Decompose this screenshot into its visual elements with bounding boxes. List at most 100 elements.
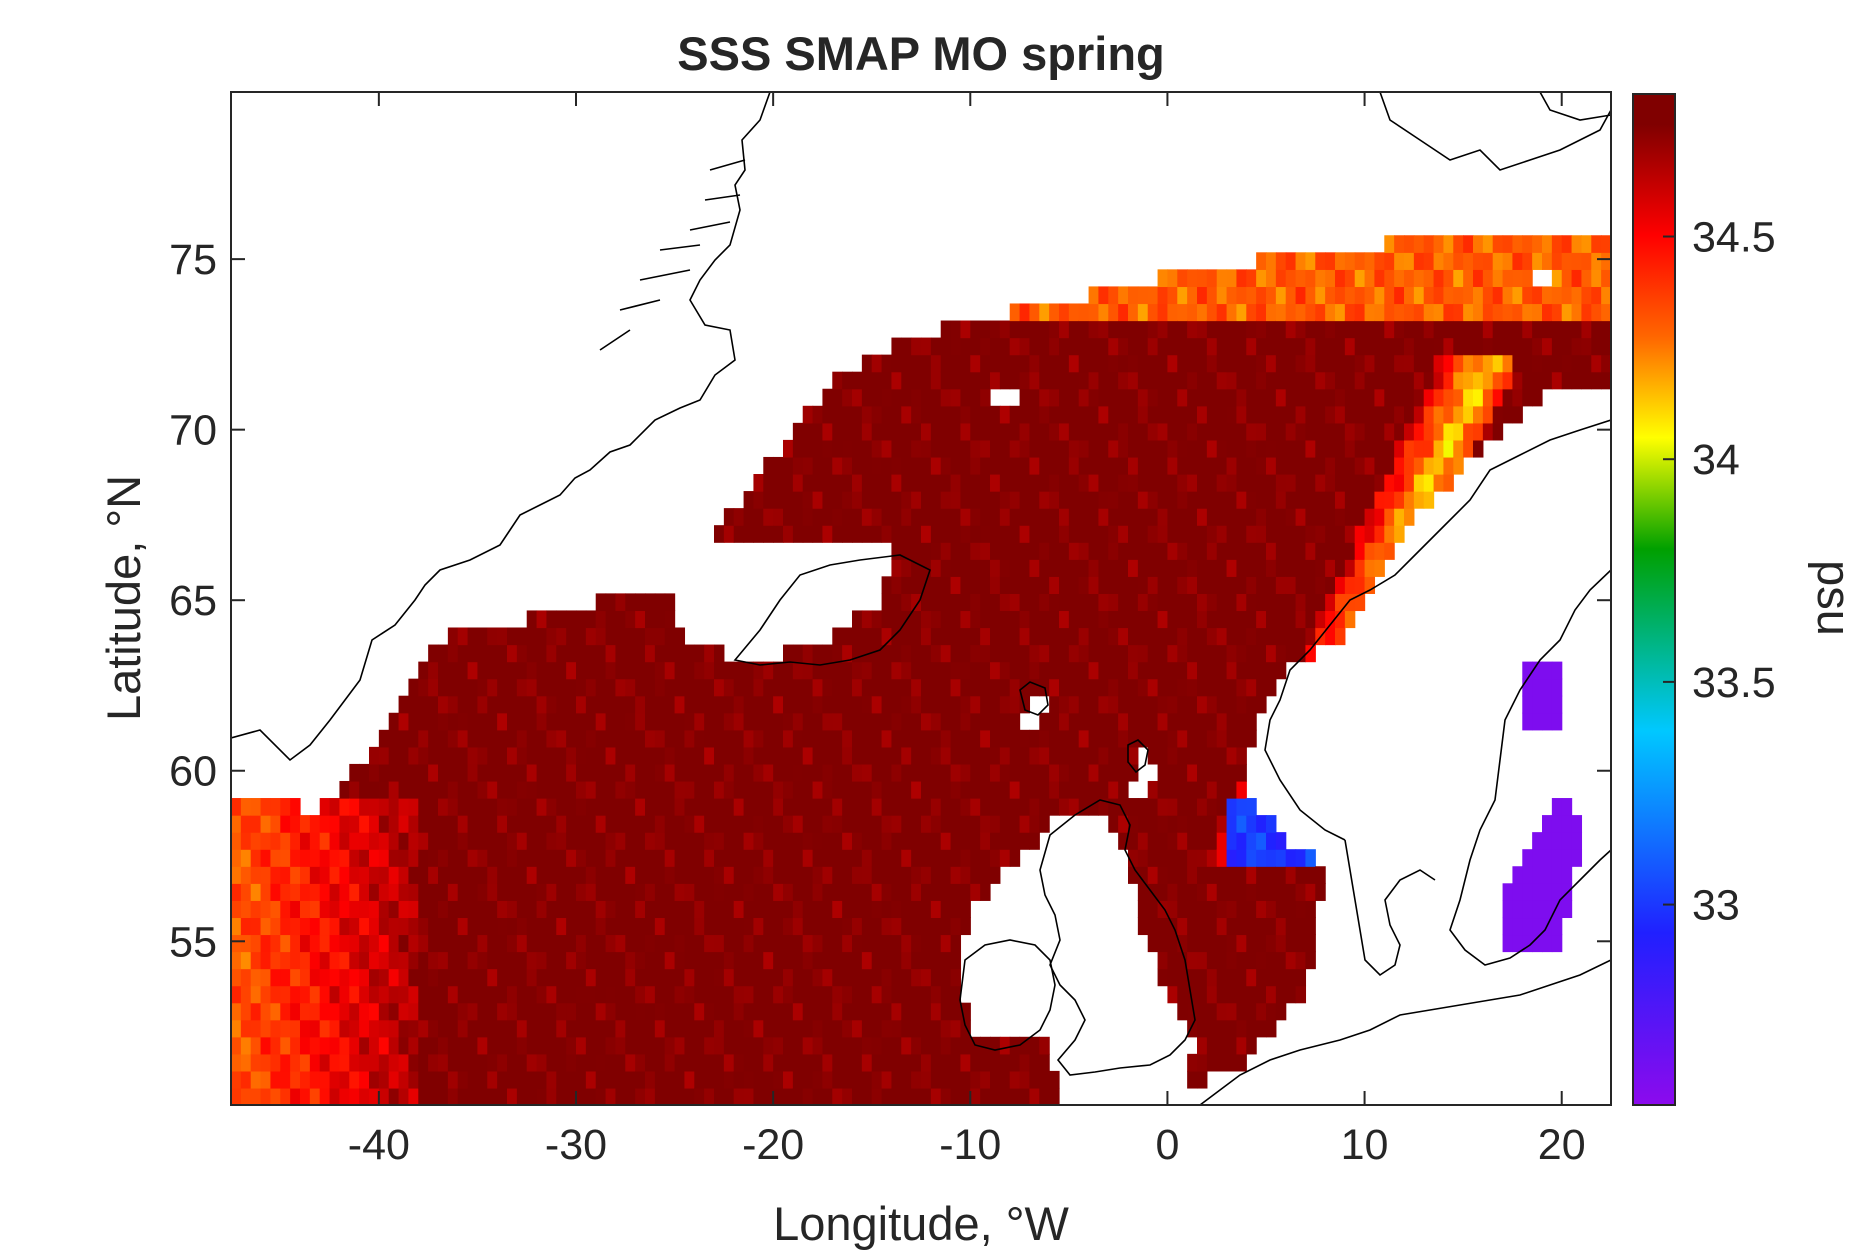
heatmap-cell (447, 883, 459, 901)
heatmap-cell (812, 439, 824, 458)
heatmap-cell (654, 832, 666, 850)
heatmap-cell (497, 900, 508, 919)
heatmap-cell (1068, 712, 1080, 731)
heatmap-cell (783, 729, 794, 748)
heatmap-cell (1167, 985, 1178, 1004)
heatmap-cell (398, 729, 410, 748)
heatmap-cell (861, 644, 873, 663)
heatmap-cell (1137, 559, 1149, 577)
heatmap-cell (1039, 456, 1050, 475)
heatmap-cell (940, 866, 952, 884)
heatmap-cell (1098, 798, 1109, 816)
heatmap-cell (940, 320, 952, 339)
heatmap-cell (1246, 456, 1257, 475)
heatmap-cell (1137, 661, 1149, 680)
heatmap-cell (1246, 388, 1257, 407)
heatmap-cell (536, 661, 548, 680)
heatmap-cell (1059, 678, 1070, 697)
heatmap-cell (1433, 456, 1445, 475)
heatmap-cell (457, 780, 469, 799)
heatmap-cell (1335, 252, 1346, 270)
heatmap-cell (1246, 525, 1257, 543)
heatmap-cell (1157, 388, 1169, 407)
heatmap-cell (428, 746, 439, 765)
heatmap-cell (842, 712, 853, 731)
heatmap-cell (871, 508, 883, 526)
heatmap-cell (1098, 678, 1109, 697)
heatmap-cell (369, 1053, 380, 1072)
heatmap-cell (585, 712, 597, 731)
heatmap-cell (1305, 951, 1316, 970)
heatmap-cell (388, 746, 400, 765)
heatmap-cell (408, 985, 419, 1004)
heatmap-cell (1216, 491, 1228, 509)
heatmap-cell (1197, 525, 1208, 543)
heatmap-cell (1098, 388, 1109, 407)
heatmap-cell (595, 1087, 607, 1105)
heatmap-cell (921, 405, 932, 424)
heatmap-cell (881, 1036, 893, 1055)
heatmap-cell (812, 780, 824, 799)
heatmap-cell (1394, 439, 1405, 458)
heatmap-cell (378, 917, 390, 936)
heatmap-cell (1581, 286, 1592, 305)
heatmap-cell (1266, 337, 1277, 356)
heatmap-cell (664, 746, 676, 765)
heatmap-cell (763, 934, 774, 953)
heatmap-cell (516, 746, 528, 765)
heatmap-cell (1433, 235, 1445, 253)
heatmap-cell (921, 576, 932, 594)
heatmap-cell (447, 917, 459, 936)
heatmap-cell (1147, 661, 1159, 680)
heatmap-cell (1098, 729, 1109, 748)
heatmap-cell (300, 1019, 311, 1038)
heatmap-cell (369, 951, 380, 970)
heatmap-cell (595, 815, 607, 833)
heatmap-cell (507, 934, 518, 953)
heatmap-cell (526, 1002, 538, 1021)
heatmap-cell (1118, 712, 1129, 731)
heatmap-cell (1236, 269, 1247, 288)
heatmap-cell (428, 661, 439, 680)
heatmap-cell (802, 695, 814, 714)
heatmap-cell (1571, 303, 1583, 322)
heatmap-cell (477, 1070, 488, 1089)
heatmap-cell (526, 985, 538, 1004)
heatmap-cell (812, 968, 824, 987)
heatmap-cell (1344, 388, 1356, 407)
heatmap-cell (497, 832, 508, 850)
heatmap-cell (418, 934, 429, 953)
heatmap-cell (1039, 712, 1050, 731)
heatmap-cell (733, 678, 745, 697)
heatmap-cell (1197, 405, 1208, 424)
heatmap-cell (329, 1036, 341, 1055)
heatmap-cell (1137, 695, 1149, 714)
heatmap-cell (1344, 525, 1356, 543)
heatmap-cell (1404, 354, 1415, 373)
heatmap-cell (576, 763, 587, 782)
heatmap-cell (773, 695, 784, 714)
heatmap-cell (891, 968, 902, 987)
heatmap-cell (378, 934, 390, 953)
heatmap-cell (388, 917, 400, 936)
heatmap-cell (576, 815, 587, 833)
heatmap-cell (1177, 746, 1188, 765)
heatmap-cell (1325, 320, 1336, 339)
heatmap-cell (1009, 337, 1021, 356)
heatmap-cell (1147, 610, 1159, 629)
heatmap-cell (714, 678, 725, 697)
heatmap-cell (408, 729, 419, 748)
heatmap-cell (1335, 610, 1346, 629)
heatmap-cell (507, 627, 518, 646)
heatmap-cell (1029, 491, 1040, 509)
heatmap-cell (300, 866, 311, 884)
heatmap-cell (546, 1036, 557, 1055)
heatmap-cell (1433, 388, 1445, 407)
heatmap-cell (733, 661, 745, 680)
heatmap-cell (428, 849, 439, 867)
heatmap-cell (891, 576, 902, 594)
heatmap-cell (723, 1087, 735, 1105)
heatmap-cell (783, 695, 794, 714)
heatmap-cell (457, 661, 469, 680)
heatmap-cell (635, 1053, 646, 1072)
